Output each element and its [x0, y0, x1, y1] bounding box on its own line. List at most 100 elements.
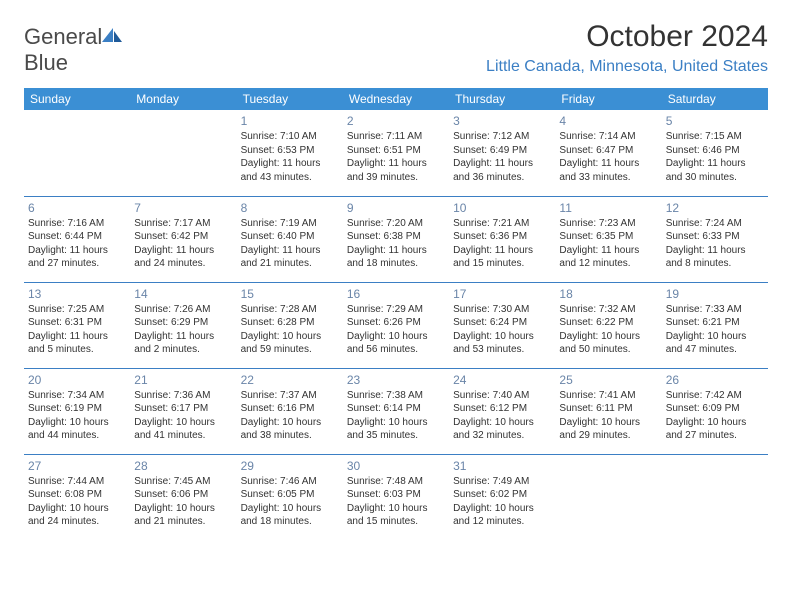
daylight-text: Daylight: 11 hours and 24 minutes. — [134, 244, 232, 271]
day-number: 6 — [28, 201, 126, 215]
day-number: 10 — [453, 201, 551, 215]
day-detail: Sunrise: 7:10 AMSunset: 6:53 PMDaylight:… — [241, 130, 339, 184]
calendar-cell: 24Sunrise: 7:40 AMSunset: 6:12 PMDayligh… — [449, 368, 555, 454]
day-number: 9 — [347, 201, 445, 215]
sunset-text: Sunset: 6:29 PM — [134, 316, 232, 330]
day-detail: Sunrise: 7:12 AMSunset: 6:49 PMDaylight:… — [453, 130, 551, 184]
sunrise-text: Sunrise: 7:21 AM — [453, 217, 551, 231]
calendar-cell: 18Sunrise: 7:32 AMSunset: 6:22 PMDayligh… — [555, 282, 661, 368]
calendar-cell: 17Sunrise: 7:30 AMSunset: 6:24 PMDayligh… — [449, 282, 555, 368]
sunset-text: Sunset: 6:11 PM — [559, 402, 657, 416]
daylight-text: Daylight: 11 hours and 18 minutes. — [347, 244, 445, 271]
sunset-text: Sunset: 6:38 PM — [347, 230, 445, 244]
sunrise-text: Sunrise: 7:37 AM — [241, 389, 339, 403]
daylight-text: Daylight: 10 hours and 44 minutes. — [28, 416, 126, 443]
day-detail: Sunrise: 7:23 AMSunset: 6:35 PMDaylight:… — [559, 217, 657, 271]
daylight-text: Daylight: 10 hours and 21 minutes. — [134, 502, 232, 529]
daylight-text: Daylight: 10 hours and 32 minutes. — [453, 416, 551, 443]
day-number: 16 — [347, 287, 445, 301]
calendar-cell: 11Sunrise: 7:23 AMSunset: 6:35 PMDayligh… — [555, 196, 661, 282]
day-number: 19 — [666, 287, 764, 301]
sunset-text: Sunset: 6:46 PM — [666, 144, 764, 158]
day-number: 17 — [453, 287, 551, 301]
daylight-text: Daylight: 11 hours and 2 minutes. — [134, 330, 232, 357]
calendar-cell: 7Sunrise: 7:17 AMSunset: 6:42 PMDaylight… — [130, 196, 236, 282]
calendar-cell: 4Sunrise: 7:14 AMSunset: 6:47 PMDaylight… — [555, 110, 661, 196]
day-number: 24 — [453, 373, 551, 387]
calendar-row: 27Sunrise: 7:44 AMSunset: 6:08 PMDayligh… — [24, 454, 768, 540]
day-number: 20 — [28, 373, 126, 387]
day-detail: Sunrise: 7:37 AMSunset: 6:16 PMDaylight:… — [241, 389, 339, 443]
day-number: 21 — [134, 373, 232, 387]
day-detail: Sunrise: 7:24 AMSunset: 6:33 PMDaylight:… — [666, 217, 764, 271]
day-detail: Sunrise: 7:44 AMSunset: 6:08 PMDaylight:… — [28, 475, 126, 529]
sunset-text: Sunset: 6:02 PM — [453, 488, 551, 502]
sunset-text: Sunset: 6:24 PM — [453, 316, 551, 330]
day-number: 28 — [134, 459, 232, 473]
calendar-cell: 10 Sunrise: 7:21 AMSunset: 6:36 PMDayligh… — [449, 196, 555, 282]
day-detail: Sunrise: 7:46 AMSunset: 6:05 PMDaylight:… — [241, 475, 339, 529]
day-detail: Sunrise: 7:25 AMSunset: 6:31 PMDaylight:… — [28, 303, 126, 357]
day-detail: Sunrise: 7:26 AMSunset: 6:29 PMDaylight:… — [134, 303, 232, 357]
header: General Blue October 2024 Little Canada,… — [24, 20, 768, 76]
title-block: October 2024 Little Canada, Minnesota, U… — [486, 20, 768, 76]
day-number: 30 — [347, 459, 445, 473]
logo-text-2: Blue — [24, 50, 68, 75]
sunset-text: Sunset: 6:47 PM — [559, 144, 657, 158]
sunset-text: Sunset: 6:53 PM — [241, 144, 339, 158]
logo-text-1: General — [24, 24, 102, 49]
sunset-text: Sunset: 6:14 PM — [347, 402, 445, 416]
day-detail: Sunrise: 7:19 AMSunset: 6:40 PMDaylight:… — [241, 217, 339, 271]
sunset-text: Sunset: 6:22 PM — [559, 316, 657, 330]
daylight-text: Daylight: 10 hours and 29 minutes. — [559, 416, 657, 443]
sunset-text: Sunset: 6:35 PM — [559, 230, 657, 244]
sunrise-text: Sunrise: 7:12 AM — [453, 130, 551, 144]
calendar-cell: 12Sunrise: 7:24 AMSunset: 6:33 PMDayligh… — [662, 196, 768, 282]
sunrise-text: Sunrise: 7:45 AM — [134, 475, 232, 489]
calendar-cell: 15Sunrise: 7:28 AMSunset: 6:28 PMDayligh… — [237, 282, 343, 368]
calendar-table: Sunday Monday Tuesday Wednesday Thursday… — [24, 88, 768, 540]
day-detail: Sunrise: 7:49 AMSunset: 6:02 PMDaylight:… — [453, 475, 551, 529]
logo-sail-icon — [102, 28, 124, 42]
daylight-text: Daylight: 11 hours and 33 minutes. — [559, 157, 657, 184]
day-detail: Sunrise: 7:21 AMSunset: 6:36 PMDaylight:… — [453, 217, 551, 271]
daylight-text: Daylight: 11 hours and 39 minutes. — [347, 157, 445, 184]
daylight-text: Daylight: 10 hours and 27 minutes. — [666, 416, 764, 443]
day-detail: Sunrise: 7:42 AMSunset: 6:09 PMDaylight:… — [666, 389, 764, 443]
sunrise-text: Sunrise: 7:17 AM — [134, 217, 232, 231]
day-number: 25 — [559, 373, 657, 387]
sunrise-text: Sunrise: 7:42 AM — [666, 389, 764, 403]
daylight-text: Daylight: 10 hours and 41 minutes. — [134, 416, 232, 443]
daylight-text: Daylight: 10 hours and 24 minutes. — [28, 502, 126, 529]
sunset-text: Sunset: 6:42 PM — [134, 230, 232, 244]
day-detail: Sunrise: 7:36 AMSunset: 6:17 PMDaylight:… — [134, 389, 232, 443]
day-number: 14 — [134, 287, 232, 301]
day-detail: Sunrise: 7:14 AMSunset: 6:47 PMDaylight:… — [559, 130, 657, 184]
calendar-cell — [24, 110, 130, 196]
calendar-row: 1Sunrise: 7:10 AMSunset: 6:53 PMDaylight… — [24, 110, 768, 196]
sunrise-text: Sunrise: 7:14 AM — [559, 130, 657, 144]
sunrise-text: Sunrise: 7:10 AM — [241, 130, 339, 144]
day-header-wed: Wednesday — [343, 88, 449, 110]
calendar-cell: 2Sunrise: 7:11 AMSunset: 6:51 PMDaylight… — [343, 110, 449, 196]
sunrise-text: Sunrise: 7:20 AM — [347, 217, 445, 231]
day-number: 31 — [453, 459, 551, 473]
sunrise-text: Sunrise: 7:48 AM — [347, 475, 445, 489]
calendar-cell: 6Sunrise: 7:16 AMSunset: 6:44 PMDaylight… — [24, 196, 130, 282]
day-header-tue: Tuesday — [237, 88, 343, 110]
calendar-row: 13Sunrise: 7:25 AMSunset: 6:31 PMDayligh… — [24, 282, 768, 368]
day-number: 26 — [666, 373, 764, 387]
day-detail: Sunrise: 7:48 AMSunset: 6:03 PMDaylight:… — [347, 475, 445, 529]
day-detail: Sunrise: 7:15 AMSunset: 6:46 PMDaylight:… — [666, 130, 764, 184]
sunset-text: Sunset: 6:12 PM — [453, 402, 551, 416]
sunrise-text: Sunrise: 7:15 AM — [666, 130, 764, 144]
sunset-text: Sunset: 6:31 PM — [28, 316, 126, 330]
sunrise-text: Sunrise: 7:11 AM — [347, 130, 445, 144]
calendar-cell: 25Sunrise: 7:41 AMSunset: 6:11 PMDayligh… — [555, 368, 661, 454]
day-number: 18 — [559, 287, 657, 301]
day-detail: Sunrise: 7:29 AMSunset: 6:26 PMDaylight:… — [347, 303, 445, 357]
daylight-text: Daylight: 10 hours and 35 minutes. — [347, 416, 445, 443]
calendar-cell: 27Sunrise: 7:44 AMSunset: 6:08 PMDayligh… — [24, 454, 130, 540]
sunset-text: Sunset: 6:33 PM — [666, 230, 764, 244]
day-detail: Sunrise: 7:33 AMSunset: 6:21 PMDaylight:… — [666, 303, 764, 357]
